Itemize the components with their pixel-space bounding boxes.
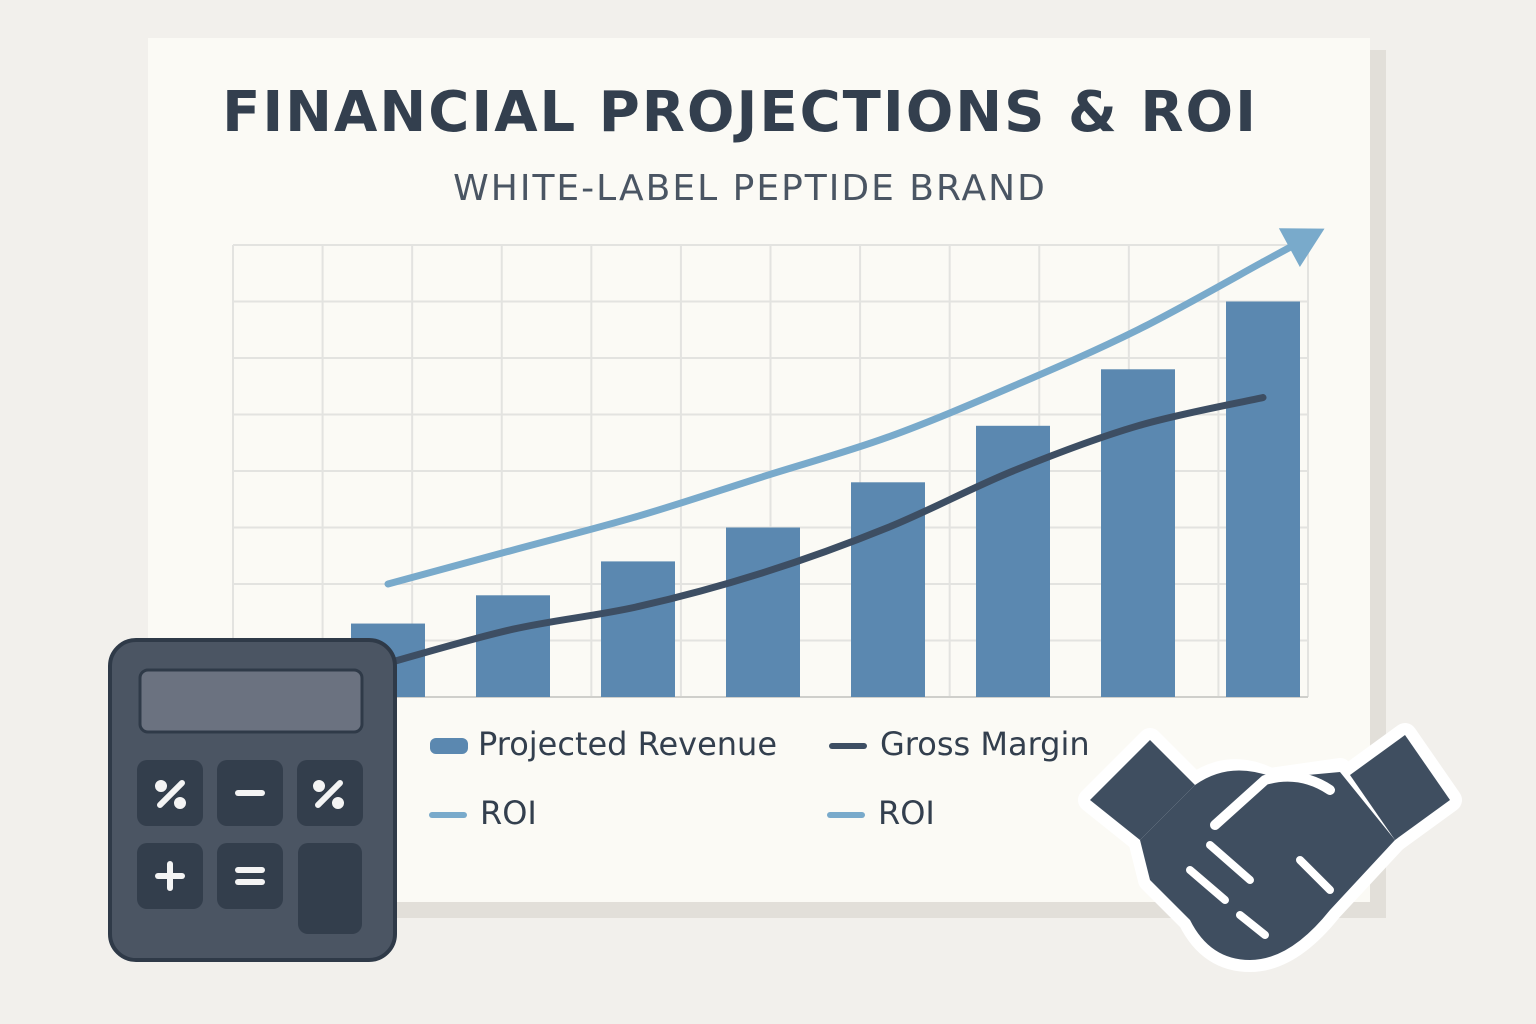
legend-label: ROI [878,794,935,832]
bar [601,561,675,697]
bar [976,425,1050,697]
handshake-icon [1078,723,1462,972]
bar [476,595,550,697]
calculator-icon [108,638,397,962]
chart-title: FINANCIAL PROJECTIONS & ROI [222,80,1258,145]
legend-label: Gross Margin [880,725,1090,763]
chart-subtitle: WHITE-LABEL PEPTIDE BRAND [453,168,1047,209]
line [384,394,1267,667]
legend-label: Projected Revenue [478,725,777,763]
bar [1226,301,1300,697]
legend-label: ROI [480,794,537,832]
arrowhead [1278,228,1325,267]
bar [726,527,800,697]
line [384,258,1267,588]
legend-swatch [430,738,468,754]
legend: Projected Revenue Gross Margin ROI ROI [429,725,1090,832]
